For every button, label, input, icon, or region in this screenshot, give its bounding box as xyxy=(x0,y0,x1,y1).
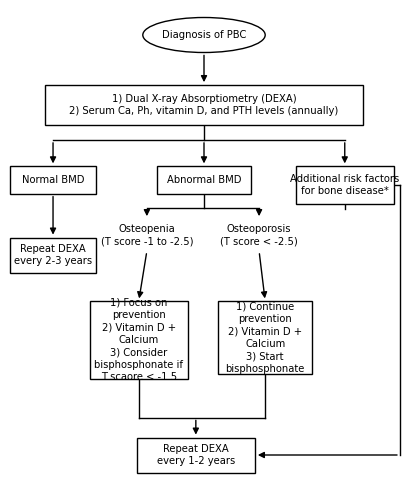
Text: 1) Dual X-ray Absorptiometry (DEXA)
2) Serum Ca, Ph, vitamin D, and PTH levels (: 1) Dual X-ray Absorptiometry (DEXA) 2) S… xyxy=(69,94,339,116)
FancyBboxPatch shape xyxy=(218,301,312,374)
Text: Abnormal BMD: Abnormal BMD xyxy=(167,175,241,185)
Ellipse shape xyxy=(143,18,265,52)
FancyBboxPatch shape xyxy=(157,166,251,194)
FancyBboxPatch shape xyxy=(296,166,394,204)
Text: Normal BMD: Normal BMD xyxy=(22,175,84,185)
FancyBboxPatch shape xyxy=(45,85,363,125)
Text: Osteoporosis
(T score < -2.5): Osteoporosis (T score < -2.5) xyxy=(220,224,298,246)
Text: 1) Continue
prevention
2) Vitamin D +
Calcium
3) Start
bisphosphonate: 1) Continue prevention 2) Vitamin D + Ca… xyxy=(226,302,305,374)
Text: Additional risk factors
for bone disease*: Additional risk factors for bone disease… xyxy=(290,174,399,196)
Text: Diagnosis of PBC: Diagnosis of PBC xyxy=(162,30,246,40)
FancyBboxPatch shape xyxy=(137,438,255,472)
Text: Repeat DEXA
every 1-2 years: Repeat DEXA every 1-2 years xyxy=(157,444,235,466)
FancyBboxPatch shape xyxy=(10,238,96,272)
Text: 1) Focus on
prevention
2) Vitamin D +
Calcium
3) Consider
bisphosphonate if
T sc: 1) Focus on prevention 2) Vitamin D + Ca… xyxy=(94,298,183,382)
FancyBboxPatch shape xyxy=(90,301,188,379)
Text: Repeat DEXA
every 2-3 years: Repeat DEXA every 2-3 years xyxy=(14,244,92,266)
FancyBboxPatch shape xyxy=(10,166,96,194)
Text: Osteopenia
(T score -1 to -2.5): Osteopenia (T score -1 to -2.5) xyxy=(101,224,193,246)
